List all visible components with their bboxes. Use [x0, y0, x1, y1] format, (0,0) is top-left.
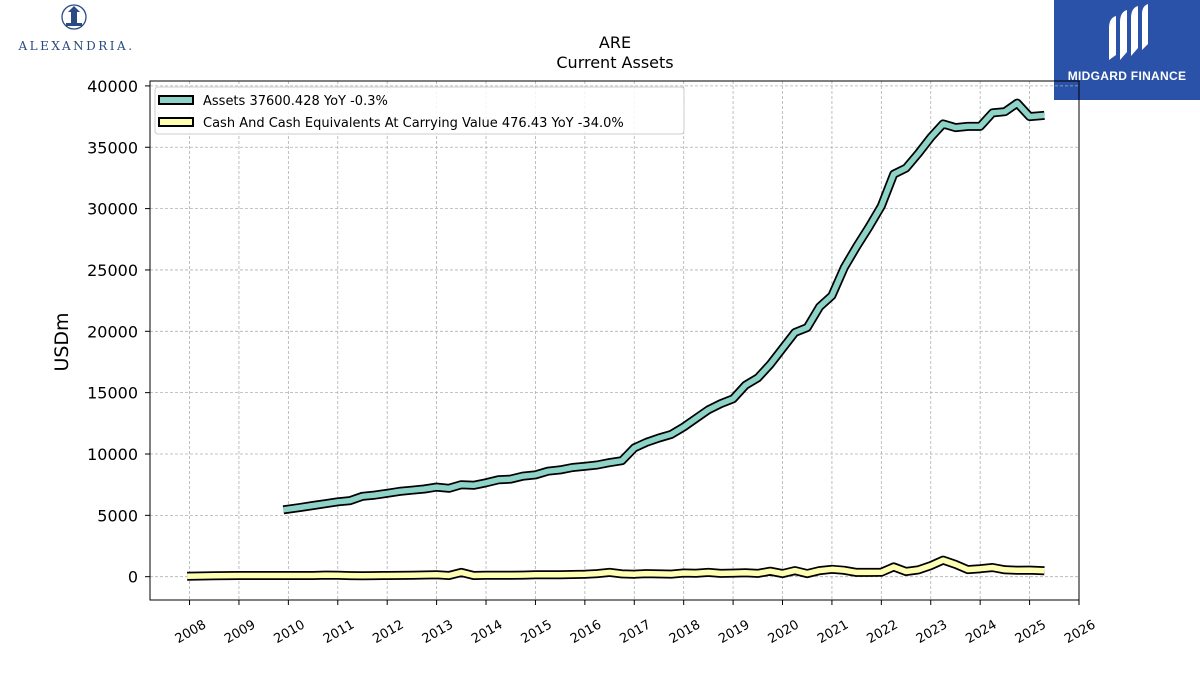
- y-tick-label: 40000: [87, 77, 138, 96]
- series-1: [282, 98, 1045, 515]
- alexandria-logo: ALEXANDRIA.: [4, 4, 149, 56]
- y-tick-label: 5000: [97, 506, 138, 525]
- y-tick-label: 20000: [87, 322, 138, 341]
- x-tick-label: 2018: [667, 617, 703, 647]
- x-tick-label: 2012: [370, 617, 406, 647]
- x-tick-label: 2022: [865, 617, 901, 647]
- x-tick-label: 2010: [272, 617, 308, 647]
- midgard-finance-logo: MIDGARD FINANCE: [1054, 0, 1200, 100]
- x-tick-label: 2019: [716, 617, 752, 647]
- legend: Assets 37600.428 YoY -0.3% Cash And Cash …: [154, 86, 685, 135]
- x-tick-label: 2025: [1013, 617, 1049, 647]
- chart-title: ARE: [599, 33, 631, 52]
- legend-label: Cash And Cash Equivalents At Carrying Va…: [203, 116, 624, 131]
- legend-swatch: [158, 95, 194, 105]
- y-axis-label: USDm: [51, 312, 73, 371]
- alexandria-emblem-icon: [61, 4, 87, 30]
- grid: [150, 81, 1080, 600]
- y-tick-label: 25000: [87, 261, 138, 280]
- y-tick-label: 0: [128, 568, 138, 587]
- series-lines: [187, 98, 1045, 581]
- midgard-emblem-icon: [1109, 4, 1148, 60]
- x-tick-label: 2009: [222, 617, 258, 647]
- midgard-finance-logo-text: MIDGARD FINANCE: [1067, 69, 1187, 83]
- chart-subtitle: Current Assets: [556, 53, 673, 72]
- legend-swatch: [158, 117, 194, 127]
- x-tick-label: 2013: [420, 617, 456, 647]
- x-tick-label: 2015: [519, 617, 555, 647]
- y-tick-label: 35000: [87, 138, 138, 157]
- x-tick-label: 2023: [914, 617, 950, 647]
- series-line: [283, 100, 1045, 513]
- y-tick-label: 10000: [87, 445, 138, 464]
- y-tick-label: 15000: [87, 384, 138, 403]
- plot-frame: [149, 80, 1080, 601]
- legend-label: Assets 37600.428 YoY -0.3%: [203, 94, 388, 109]
- series-2: [187, 555, 1045, 581]
- x-tick-label: 2020: [766, 617, 802, 647]
- x-tick-label: 2026: [1062, 617, 1098, 647]
- x-tick-label: 2017: [617, 617, 653, 647]
- series-line: [187, 557, 1045, 580]
- x-tick-label: 2011: [321, 617, 357, 647]
- x-tick-label: 2008: [173, 617, 209, 647]
- alexandria-logo-text: ALEXANDRIA.: [18, 39, 135, 53]
- x-tick-label: 2016: [568, 617, 604, 647]
- x-tick-label: 2014: [469, 617, 505, 647]
- x-tick-label: 2024: [963, 617, 999, 647]
- legend-box: [154, 86, 685, 135]
- x-tick-label: 2021: [815, 617, 851, 647]
- y-tick-label: 30000: [87, 200, 138, 219]
- series-line-outline: [282, 98, 1045, 515]
